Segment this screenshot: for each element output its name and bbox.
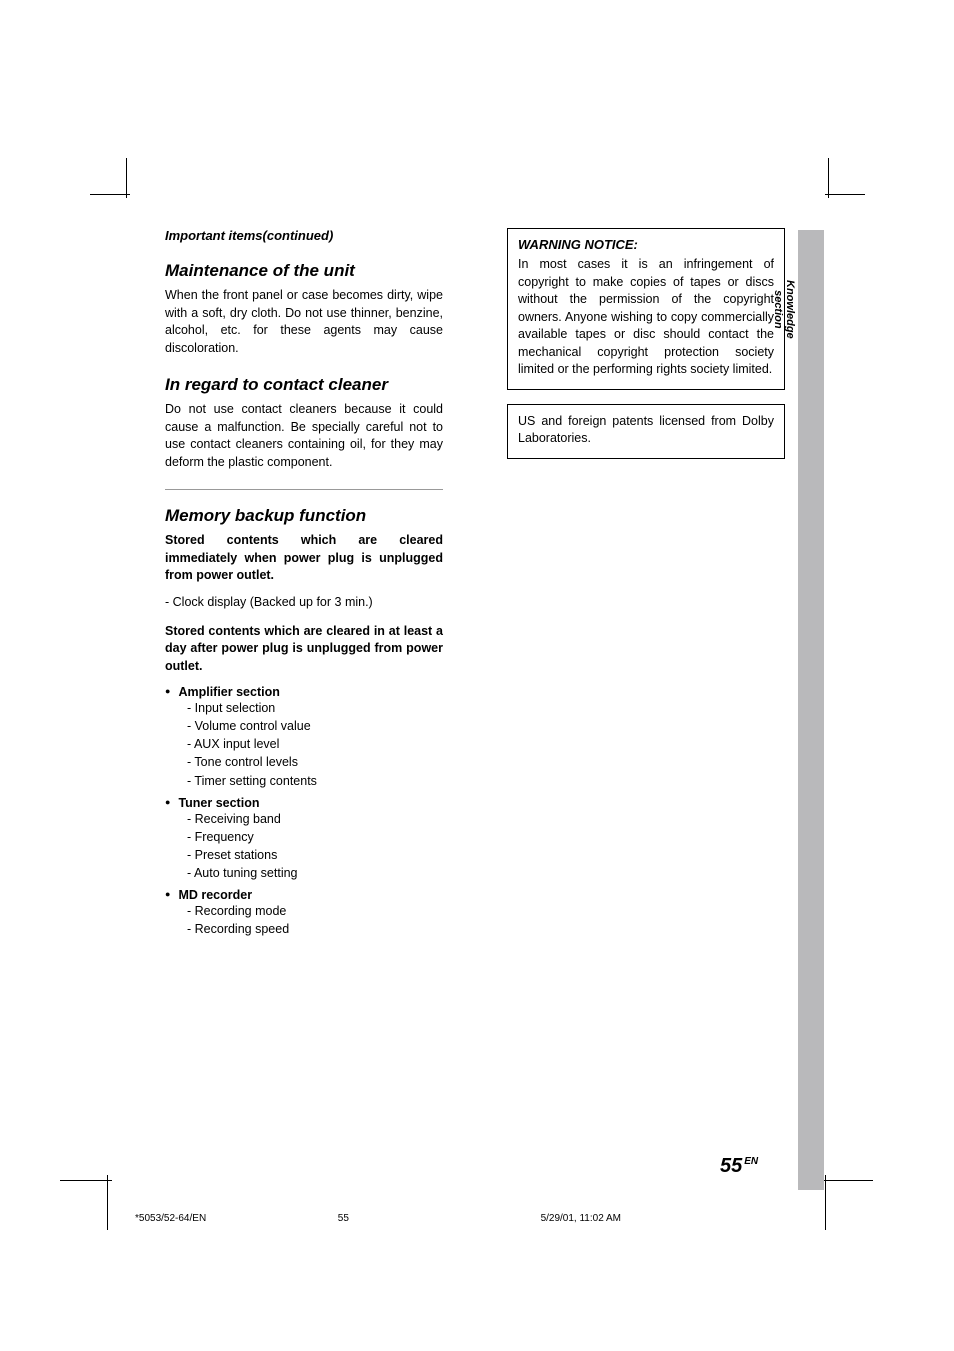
memory-group-item: Input selection bbox=[187, 699, 443, 717]
warning-title: WARNING NOTICE: bbox=[518, 237, 774, 252]
memory-group-items: Receiving bandFrequencyPreset stationsAu… bbox=[165, 810, 443, 883]
print-footer: *5053/52-64/EN 55 5/29/01, 11:02 AM bbox=[135, 1213, 785, 1224]
dolby-notice-box: US and foreign patents licensed from Dol… bbox=[507, 404, 785, 459]
page-content: Important items(continued) Maintenance o… bbox=[165, 228, 785, 944]
memory-group-item: Recording speed bbox=[187, 920, 443, 938]
section-tab-line1: Knowledge bbox=[784, 280, 796, 339]
page-number-lang: EN bbox=[744, 1156, 758, 1167]
memory-group-item: Frequency bbox=[187, 828, 443, 846]
memory-group-head: Amplifier section bbox=[165, 685, 443, 699]
memory-heading: Memory backup function bbox=[165, 506, 443, 526]
memory-groups: Amplifier sectionInput selectionVolume c… bbox=[165, 685, 443, 938]
memory-group-item: Tone control levels bbox=[187, 753, 443, 771]
dolby-text: US and foreign patents licensed from Dol… bbox=[518, 413, 774, 448]
memory-group-item: Receiving band bbox=[187, 810, 443, 828]
memory-group-item: Recording mode bbox=[187, 902, 443, 920]
clock-backup-line: - Clock display (Backed up for 3 min.) bbox=[165, 595, 443, 609]
memory-group-item: Volume control value bbox=[187, 717, 443, 735]
cleaner-heading: In regard to contact cleaner bbox=[165, 375, 443, 395]
footer-stamp: 5/29/01, 11:02 AM bbox=[541, 1213, 741, 1224]
crop-mark-top-left bbox=[90, 158, 130, 198]
right-column: WARNING NOTICE: In most cases it is an i… bbox=[507, 228, 785, 473]
section-rule bbox=[165, 489, 443, 490]
memory-intro-1: Stored contents which are cleared immedi… bbox=[165, 532, 443, 585]
warning-body: In most cases it is an infringement of c… bbox=[518, 256, 774, 379]
crop-mark-bottom-right bbox=[818, 1175, 873, 1230]
left-column: Important items(continued) Maintenance o… bbox=[165, 228, 443, 944]
running-head: Important items(continued) bbox=[165, 228, 443, 243]
maintenance-heading: Maintenance of the unit bbox=[165, 261, 443, 281]
memory-group: MD recorderRecording modeRecording speed bbox=[165, 888, 443, 938]
memory-group-item: Timer setting contents bbox=[187, 772, 443, 790]
memory-group-items: Input selectionVolume control valueAUX i… bbox=[165, 699, 443, 790]
section-tab-bar bbox=[798, 230, 824, 1190]
footer-page: 55 bbox=[338, 1213, 538, 1224]
page-number-value: 55 bbox=[720, 1155, 742, 1177]
cleaner-body: Do not use contact cleaners because it c… bbox=[165, 401, 443, 471]
crop-mark-bottom-left bbox=[60, 1175, 115, 1230]
memory-group: Amplifier sectionInput selectionVolume c… bbox=[165, 685, 443, 790]
memory-group-head: Tuner section bbox=[165, 796, 443, 810]
memory-group: Tuner sectionReceiving bandFrequencyPres… bbox=[165, 796, 443, 883]
memory-group-head: MD recorder bbox=[165, 888, 443, 902]
crop-mark-top-right bbox=[825, 158, 865, 198]
page-number: 55EN bbox=[720, 1155, 758, 1178]
memory-intro-2: Stored contents which are cleared in at … bbox=[165, 623, 443, 676]
memory-group-items: Recording modeRecording speed bbox=[165, 902, 443, 938]
footer-file: *5053/52-64/EN bbox=[135, 1213, 335, 1224]
maintenance-body: When the front panel or case becomes dir… bbox=[165, 287, 443, 357]
memory-group-item: Preset stations bbox=[187, 846, 443, 864]
warning-notice-box: WARNING NOTICE: In most cases it is an i… bbox=[507, 228, 785, 390]
memory-group-item: Auto tuning setting bbox=[187, 864, 443, 882]
memory-group-item: AUX input level bbox=[187, 735, 443, 753]
